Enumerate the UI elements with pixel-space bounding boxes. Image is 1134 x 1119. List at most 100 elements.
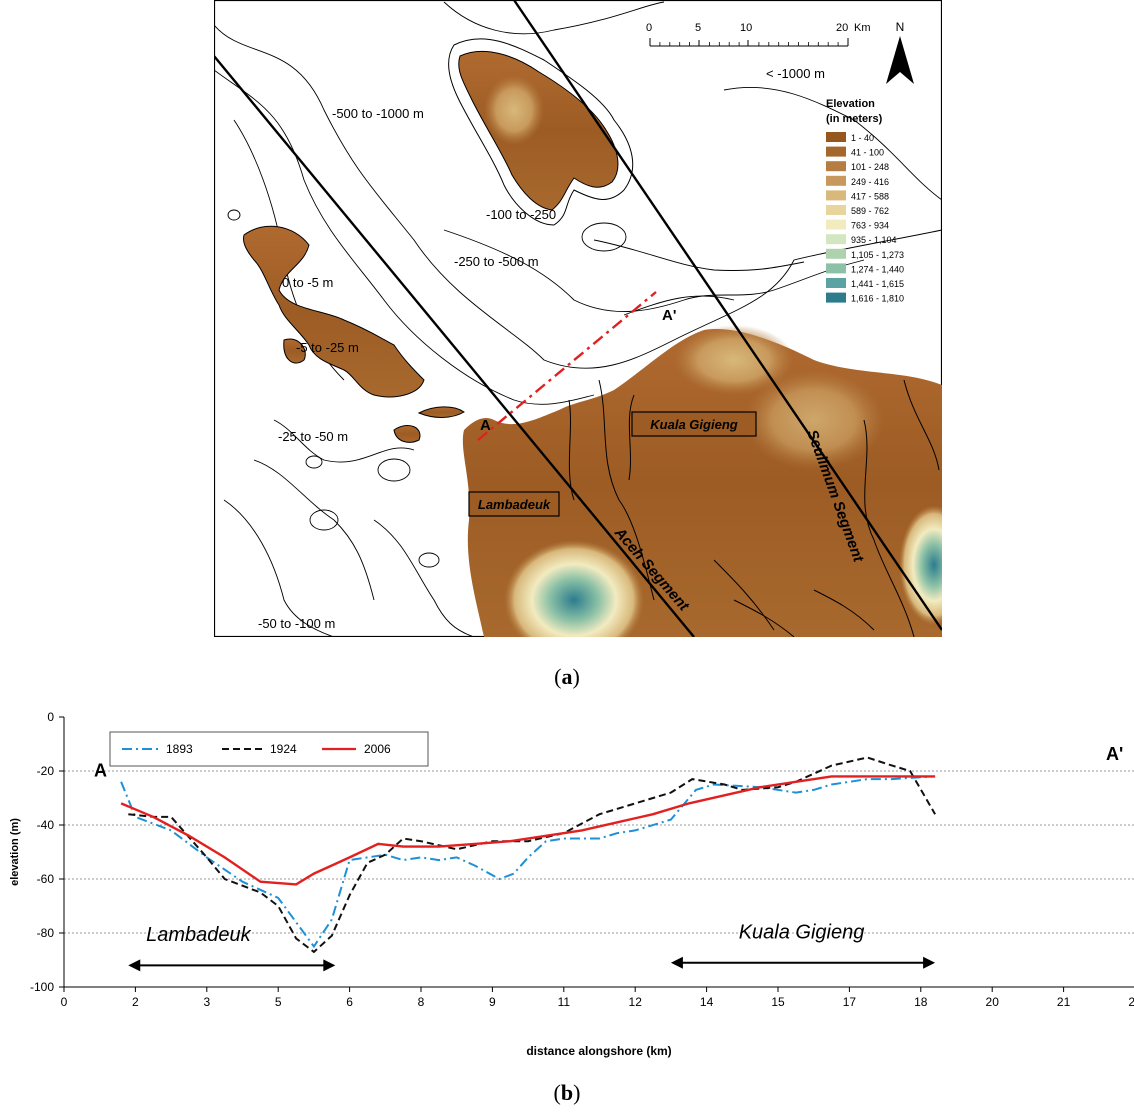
panel-b-letter: b	[560, 1080, 574, 1105]
y-tick-label: -100	[30, 980, 54, 994]
series-lines	[120, 756, 936, 954]
legend-title: Elevation	[826, 98, 875, 110]
panel-b-caption: (b)	[553, 1080, 581, 1105]
legend-swatch	[826, 146, 846, 157]
chart-end-label: A'	[1106, 744, 1123, 764]
x-tick-label: 15	[771, 995, 785, 1009]
gridlines	[64, 770, 1134, 934]
panel-a-letter: a	[561, 664, 573, 689]
x-tick-label: 14	[700, 995, 714, 1009]
profile-line-a-a-prime	[477, 291, 657, 441]
x-axis-label: distance alongshore (km)	[526, 1044, 671, 1058]
x-tick-label: 17	[843, 995, 857, 1009]
legend-swatch	[826, 234, 846, 245]
legend-label-1924: 1924	[270, 742, 297, 756]
elevation-legend: Elevation (in meters) 1 - 40 41 - 100 101 …	[826, 98, 904, 304]
legend-class-label: 763 - 934	[851, 221, 889, 231]
western-islands	[243, 225, 465, 443]
depth-label: -50 to -100 m	[258, 616, 335, 631]
legend-class-label: 935 - 1,104	[851, 235, 897, 245]
legend-class-label: 1,441 - 1,615	[851, 279, 904, 289]
legend-swatch	[826, 278, 846, 288]
series-line-2006	[120, 775, 936, 886]
scale-tick-label: 0	[646, 22, 652, 34]
place-lambadeuk-label: Lambadeuk	[478, 497, 551, 512]
legend-box	[109, 731, 429, 767]
y-axis-ticks: 0 -20 -40 -60 -80 -100	[30, 710, 64, 994]
y-tick-label: -80	[37, 926, 55, 940]
place-lambadeuk: Lambadeuk	[468, 491, 560, 517]
legend-title-units: (in meters)	[826, 113, 883, 125]
legend-class-label: 1,616 - 1,810	[851, 294, 904, 304]
scale-tick-label: 5	[695, 22, 701, 34]
north-arrow: N	[886, 20, 914, 84]
x-tick-label: 8	[418, 995, 425, 1009]
elevation-profile-chart: 0-20-40-60-80-100 0 2 3 5 6 8 9 11 12 14 15 17 18 20 2…	[9, 710, 1134, 1058]
depth-label: -25 to -50 m	[278, 429, 348, 444]
kuala-gigieng-span-arrow	[670, 956, 936, 969]
north-label: N	[896, 20, 905, 34]
legend-swatch	[826, 205, 846, 215]
legend-label-2006: 2006	[364, 742, 391, 756]
map-panel: A A' < -1000 m -500 to -1000 m -100 to -…	[214, 0, 942, 637]
x-tick-label: 3	[203, 995, 210, 1009]
y-axis-label: elevation (m)	[9, 818, 21, 886]
depth-label: -250 to -500 m	[454, 254, 539, 269]
legend-class-label: 101 - 248	[851, 162, 889, 172]
legend-swatch	[826, 175, 846, 186]
fault-lines	[214, 0, 942, 637]
scale-tick-label: 20	[836, 22, 848, 34]
legend-swatch	[826, 292, 846, 303]
legend-swatch	[826, 263, 846, 274]
legend-swatch	[826, 190, 846, 201]
y-tick-label: -40	[37, 818, 55, 832]
legend-swatch	[826, 161, 846, 172]
legend-class-label: 41 - 100	[851, 148, 884, 158]
profile-end-label: A'	[662, 307, 676, 324]
depth-label: < -1000 m	[766, 66, 825, 81]
legend-class-label: 1 - 40	[851, 133, 874, 143]
scale-bar: 0 5 10 20 Km	[646, 22, 871, 47]
mainland	[462, 325, 942, 637]
place-kuala-gigieng-label: Kuala Gigieng	[650, 417, 737, 432]
x-tick-label: 5	[275, 995, 282, 1009]
scale-unit-label: Km	[854, 22, 871, 34]
lambadeuk-span-label: Lambadeuk	[146, 924, 252, 946]
rivers	[568, 379, 940, 637]
scale-tick-label: 10	[740, 22, 752, 34]
series-line-1893	[120, 775, 936, 949]
x-tick-label: 9	[489, 995, 496, 1009]
depth-label: -500 to -1000 m	[332, 106, 424, 121]
y-tick-label: -60	[37, 872, 55, 886]
depth-label: -5 to -25 m	[296, 340, 359, 355]
kuala-gigieng-span-label: Kuala Gigieng	[739, 921, 865, 943]
legend-swatch	[826, 132, 846, 142]
x-tick-label: 2	[132, 995, 139, 1009]
legend-class-label: 1,105 - 1,273	[851, 250, 904, 260]
legend-swatch	[826, 219, 846, 230]
span-arrows	[128, 956, 936, 972]
y-tick-label: -20	[37, 764, 55, 778]
depth-labels: < -1000 m -500 to -1000 m -100 to -250 -…	[258, 66, 825, 631]
series-line-1924	[128, 756, 936, 954]
x-tick-label: 21	[1057, 995, 1071, 1009]
x-tick-label: 18	[914, 995, 928, 1009]
x-axis-ticks: 0235689111214151718202123	[61, 987, 1134, 1009]
legend-label-1893: 1893	[166, 742, 193, 756]
chart-legend: 1893 1924 2006	[109, 731, 429, 767]
legend-class-label: 1,274 - 1,440	[851, 264, 904, 274]
profile-start-label: A	[480, 417, 491, 434]
legend-swatch	[826, 248, 846, 259]
legend-class-label: 589 - 762	[851, 206, 889, 216]
y-tick-label: 0	[47, 710, 54, 724]
lambadeuk-span-arrow	[128, 959, 336, 972]
place-kuala-gigieng: Kuala Gigieng	[631, 411, 757, 437]
x-tick-label: 11	[558, 995, 571, 1009]
depth-label: 0 to -5 m	[282, 275, 333, 290]
northern-island	[448, 38, 634, 226]
x-tick-label: 20	[986, 995, 1000, 1009]
panel-a-caption: (a)	[554, 664, 580, 689]
depth-label: -100 to -250	[486, 207, 556, 222]
bathymetry-contours	[214, 1, 942, 637]
x-tick-label: 6	[346, 995, 353, 1009]
